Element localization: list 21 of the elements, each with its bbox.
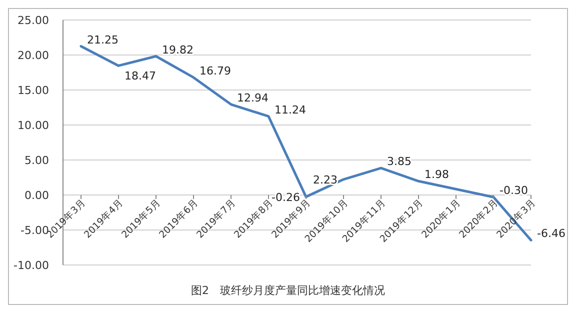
data-label: 16.79 <box>200 64 231 78</box>
data-label: 19.82 <box>162 43 194 56</box>
data-label: 18.47 <box>124 70 156 83</box>
y-tick-label: 5.00 <box>24 154 49 167</box>
data-label: 21.25 <box>87 33 118 46</box>
y-tick-label: 15.00 <box>18 84 49 97</box>
data-label: 2.23 <box>313 173 338 186</box>
y-tick-label: 10.00 <box>18 118 49 132</box>
y-tick-label: 25.00 <box>18 14 49 27</box>
data-label: 11.24 <box>274 103 306 116</box>
data-label: 3.85 <box>387 155 412 168</box>
data-label: 12.94 <box>237 91 268 104</box>
y-tick-label: 0.00 <box>24 188 49 202</box>
data-label: -0.26 <box>272 190 300 204</box>
text: 图2 玻纤纱月度产量同比增速变化情况 <box>190 283 386 299</box>
data-label: 1.98 <box>424 168 449 182</box>
data-label: -0.30 <box>500 184 528 198</box>
y-tick-label: 20.00 <box>18 48 49 62</box>
y-tick-label: -10.00 <box>14 258 49 272</box>
y-tick-label: -5.00 <box>20 224 49 237</box>
data-label: -6.46 <box>537 227 566 240</box>
